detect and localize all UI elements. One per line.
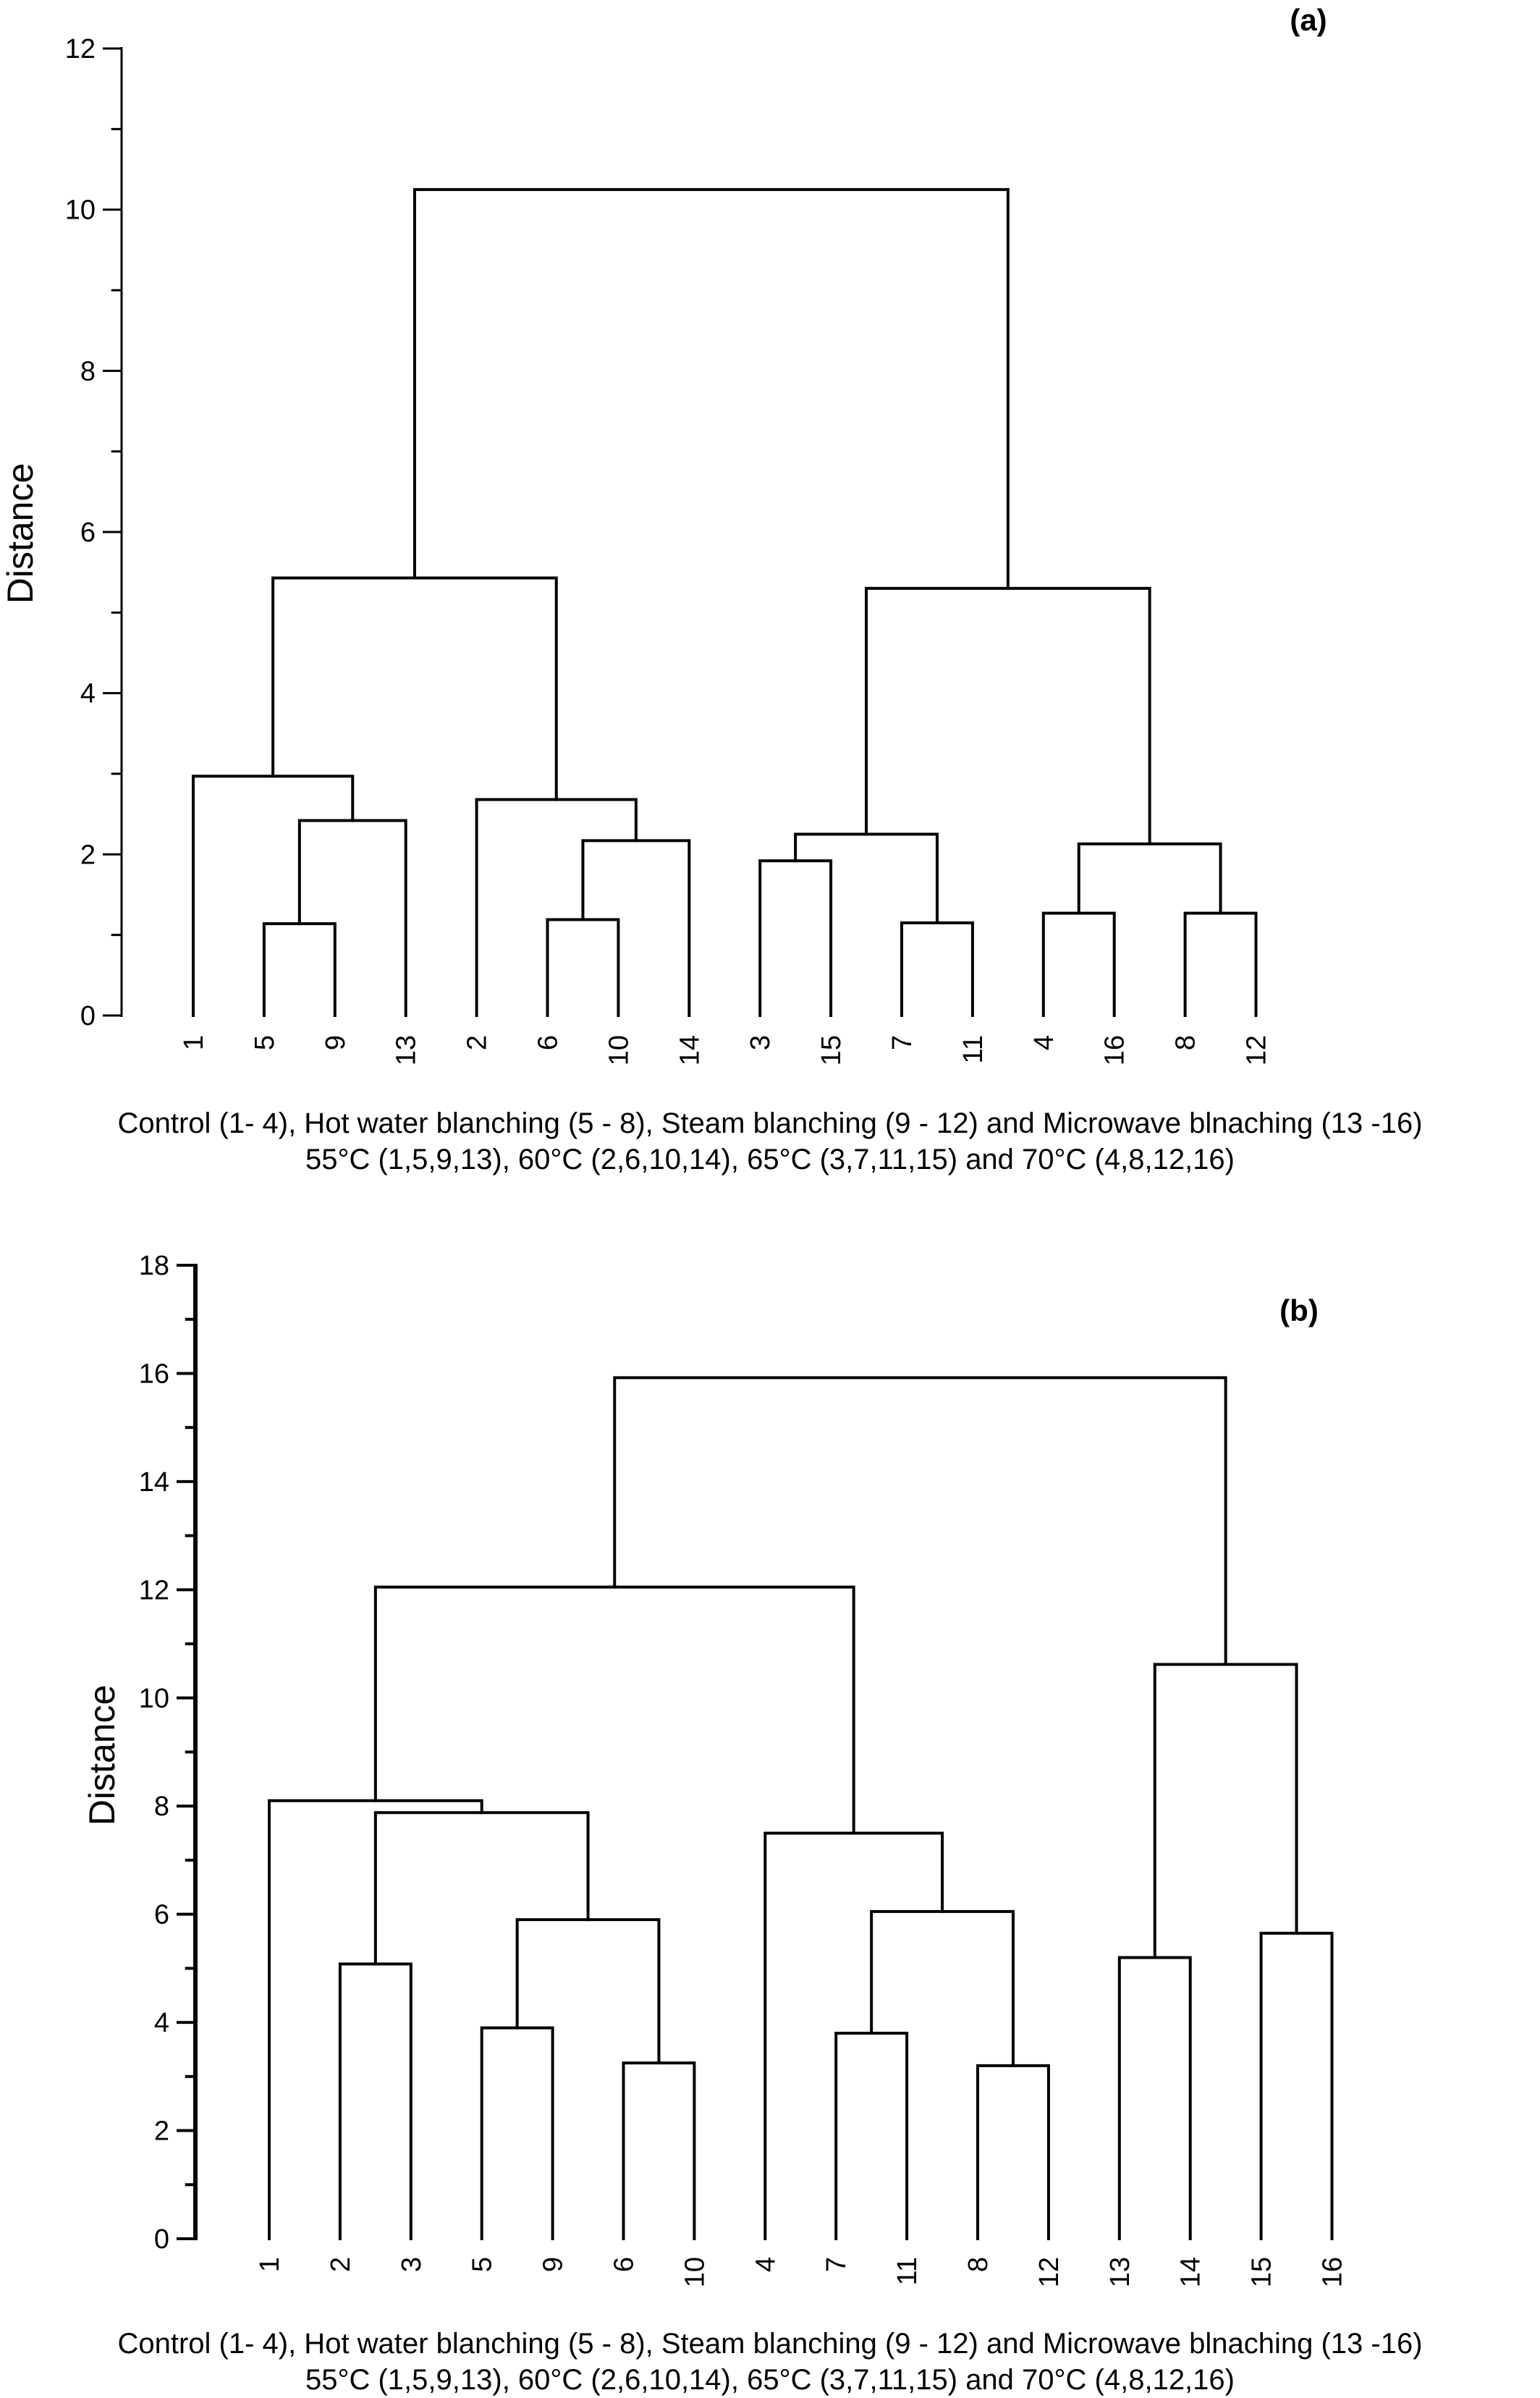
leaf-label-16: 16 (1318, 2257, 1348, 2287)
leaf-labels-b: 1 2 3 5 9 6 10 4 7 11 8 12 13 14 15 16 (255, 2257, 1348, 2287)
leaf-label-9: 9 (538, 2257, 569, 2272)
leaf-labels-a: 1 5 9 13 2 6 10 14 3 15 7 11 4 16 8 12 (179, 1035, 1272, 1065)
leaf-label-12: 12 (1034, 2257, 1065, 2287)
y-axis-title-a: Distance (0, 463, 41, 604)
y-axis-title-b: Distance (82, 1685, 122, 1826)
y-tick-label: 8 (154, 1791, 169, 1822)
leaf-label-14: 14 (1176, 2257, 1206, 2287)
y-tick-label: 16 (139, 1359, 169, 1389)
dendrogram-link-a15 (412, 187, 1010, 590)
dendrogram-link-b9 (870, 1909, 1015, 2067)
panel-label-a: (a) (1290, 3, 1327, 37)
dendrogram-link-a6 (758, 859, 833, 1017)
leaf-label-2: 2 (326, 2257, 356, 2272)
dendrogram-link-a12 (192, 774, 355, 1017)
dendrogram-link-b2 (622, 2061, 696, 2240)
dendrogram-link-a8 (581, 839, 691, 1017)
dendrogram-links-a (192, 187, 1258, 1017)
leaf-label-10: 10 (604, 1035, 634, 1065)
dendrogram-link-b5 (338, 1962, 412, 2240)
caption-a: Control (1- 4), Hot water blanching (5 -… (0, 1105, 1540, 1178)
leaf-label-8: 8 (1171, 1035, 1201, 1050)
dendrogram-link-a5 (1183, 911, 1258, 1017)
caption-a-line-1: Control (1- 4), Hot water blanching (5 -… (117, 1107, 1423, 1139)
y-tick-label: 2 (154, 2116, 169, 2147)
leaf-label-6: 6 (609, 2257, 640, 2272)
dendrogram-links-b (268, 1376, 1334, 2240)
y-tick-label: 12 (139, 1575, 169, 1605)
y-tick-label: 10 (139, 1684, 169, 1714)
y-tick-label: 12 (65, 34, 96, 64)
dendrogram-link-b11 (373, 1811, 590, 1966)
dendrogram-link-a1 (262, 922, 337, 1017)
leaf-label-5: 5 (468, 2257, 498, 2272)
y-tick-label: 6 (80, 518, 96, 548)
y-tick-label: 0 (80, 1001, 96, 1031)
y-axis-b: 0 2 4 6 8 10 12 14 16 18 (139, 1251, 198, 2255)
dendrogram-link-b7 (1259, 1931, 1334, 2240)
leaf-label-5: 5 (250, 1035, 280, 1050)
dendrogram-link-a14 (271, 576, 558, 801)
caption-b-line-1: Control (1- 4), Hot water blanching (5 -… (117, 2328, 1423, 2360)
leaf-label-11: 11 (892, 2257, 923, 2285)
y-tick-label: 4 (80, 679, 96, 709)
leaf-label-7: 7 (887, 1035, 918, 1050)
y-tick-label: 6 (154, 1900, 169, 1930)
dendrogram-link-a2 (546, 918, 620, 1017)
leaf-label-7: 7 (821, 2257, 852, 2272)
leaf-label-3: 3 (745, 1035, 776, 1050)
dendrogram-link-b10 (763, 1831, 944, 2240)
leaf-label-1: 1 (179, 1035, 209, 1050)
y-tick-label: 8 (80, 356, 96, 387)
leaf-label-3: 3 (397, 2257, 427, 2272)
leaf-label-11: 11 (958, 1035, 989, 1063)
dendrogram-link-b1 (976, 2064, 1050, 2240)
dendrogram-link-a11 (475, 798, 638, 1017)
leaf-label-13: 13 (1105, 2257, 1135, 2287)
y-tick-label: 10 (65, 195, 96, 226)
leaf-label-9: 9 (321, 1035, 351, 1050)
leaf-label-12: 12 (1242, 1035, 1272, 1065)
leaf-label-15: 15 (1247, 2257, 1277, 2287)
caption-b-line-2: 55°C (1,5,9,13), 60°C (2,6,10,14), 65°C … (305, 2364, 1235, 2396)
y-axis-a: 0 2 4 6 8 10 12 (65, 34, 123, 1031)
leaf-label-2: 2 (462, 1035, 493, 1050)
y-tick-label: 18 (139, 1251, 169, 1281)
leaf-label-8: 8 (963, 2257, 994, 2272)
y-tick-label: 0 (154, 2224, 169, 2255)
leaf-label-13: 13 (392, 1035, 422, 1065)
leaf-label-14: 14 (674, 1035, 705, 1065)
dendrogram-link-b13 (1153, 1663, 1298, 1959)
leaf-label-1: 1 (255, 2257, 285, 2272)
dendrogram-link-a4 (1041, 911, 1116, 1017)
leaf-label-10: 10 (680, 2257, 710, 2287)
dendrogram-link-a3 (900, 921, 974, 1017)
dendrogram-link-a13 (865, 586, 1151, 845)
dendrogram-link-b6 (1117, 1956, 1192, 2240)
caption-a-line-2: 55°C (1,5,9,13), 60°C (2,6,10,14), 65°C … (305, 1144, 1235, 1175)
dendrogram-link-a7 (1077, 842, 1222, 915)
leaf-label-6: 6 (533, 1035, 564, 1050)
dendrogram-link-b3 (834, 2032, 909, 2240)
leaf-label-16: 16 (1100, 1035, 1130, 1065)
leaf-label-4: 4 (1029, 1035, 1059, 1050)
dendrogram-link-a9 (794, 832, 939, 924)
y-tick-label: 2 (80, 840, 96, 870)
dendrogram-link-b15 (613, 1376, 1227, 1666)
panel-label-b: (b) (1279, 1293, 1319, 1327)
y-tick-label: 14 (139, 1467, 169, 1498)
caption-b: Control (1- 4), Hot water blanching (5 -… (0, 2326, 1540, 2398)
leaf-label-4: 4 (750, 2257, 781, 2272)
dendrogram-link-b14 (373, 1585, 855, 1835)
dendrogram-link-b4 (480, 2026, 554, 2240)
y-tick-label: 4 (154, 2008, 169, 2038)
dendrogram-link-b8 (515, 1918, 661, 2065)
leaf-label-15: 15 (816, 1035, 847, 1065)
dendrogram-link-a10 (297, 819, 407, 1017)
